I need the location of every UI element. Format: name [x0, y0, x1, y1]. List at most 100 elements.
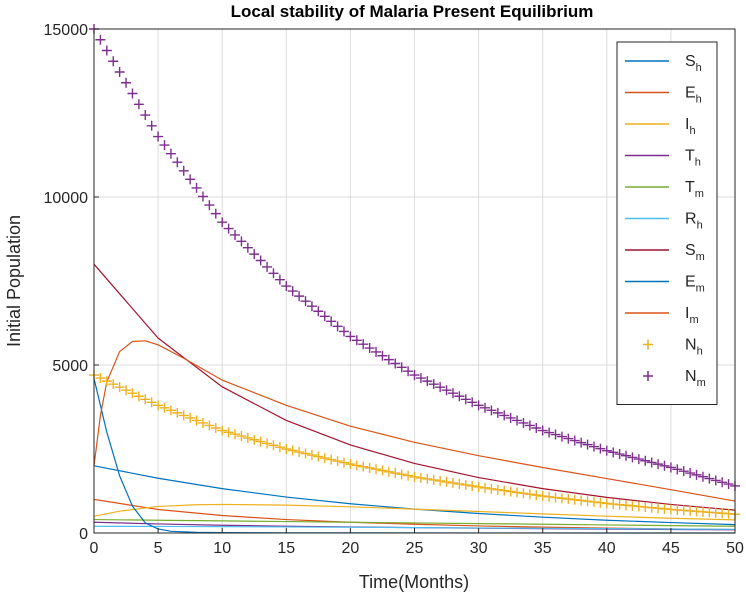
legend-item: Sh	[625, 53, 702, 74]
x-tick-label: 10	[213, 540, 231, 557]
data-point	[371, 346, 382, 357]
data-point	[524, 420, 535, 431]
data-point	[210, 423, 221, 433]
data-point	[338, 326, 349, 337]
data-point	[659, 460, 670, 471]
data-point	[473, 481, 484, 492]
data-point	[723, 479, 734, 490]
data-point	[550, 492, 561, 503]
data-point	[319, 453, 330, 464]
data-point	[332, 456, 343, 467]
data-point	[447, 388, 458, 399]
data-point	[415, 472, 426, 483]
data-point	[704, 473, 715, 484]
data-point	[428, 379, 439, 390]
data-point	[95, 373, 106, 384]
data-point	[197, 417, 208, 428]
x-tick-label: 20	[342, 540, 360, 557]
data-point	[242, 242, 253, 253]
legend-label: Eh	[685, 85, 702, 106]
legend-item: Th	[625, 148, 701, 169]
data-point	[172, 157, 183, 168]
data-point	[665, 462, 676, 473]
x-tick-label: 15	[277, 540, 295, 557]
data-point	[185, 174, 196, 185]
data-point	[249, 249, 260, 260]
data-point	[653, 459, 664, 470]
data-point	[697, 471, 708, 482]
data-point	[576, 495, 587, 506]
data-point	[101, 45, 112, 56]
data-point	[512, 487, 523, 498]
data-point	[621, 450, 632, 461]
data-point	[563, 433, 574, 444]
data-point	[108, 379, 119, 390]
data-point	[351, 460, 362, 471]
data-point	[294, 291, 305, 302]
data-point	[403, 470, 414, 481]
data-point	[191, 415, 202, 426]
data-point	[351, 335, 362, 346]
data-point	[531, 490, 542, 501]
data-point	[480, 482, 491, 493]
legend-item: Tm	[625, 179, 704, 200]
data-point	[390, 358, 401, 369]
x-tick-label: 40	[598, 540, 616, 557]
data-point	[595, 497, 606, 508]
y-axis-label: Initial Population	[4, 215, 24, 347]
data-point	[480, 402, 491, 413]
data-point	[230, 229, 241, 240]
data-point	[121, 77, 132, 88]
data-point	[633, 454, 644, 465]
ticks: 0 5 10 15 20 25 30 35 40 45 50 0 5000 10000 15000	[44, 22, 745, 557]
legend-label: Nm	[685, 368, 706, 389]
data-point	[262, 438, 273, 449]
data-point	[672, 464, 683, 475]
data-point	[383, 466, 394, 477]
data-point	[601, 445, 612, 456]
data-point	[133, 99, 144, 110]
data-point	[127, 388, 138, 399]
data-point	[153, 131, 164, 142]
x-axis-label: Time(Months)	[359, 572, 469, 592]
data-point	[140, 110, 151, 121]
data-point	[332, 321, 343, 332]
data-point	[531, 423, 542, 433]
data-point	[627, 452, 638, 463]
data-point	[338, 457, 349, 468]
data-point	[230, 429, 241, 440]
data-point	[435, 475, 446, 486]
data-point	[576, 437, 587, 448]
data-point	[492, 407, 503, 418]
series-t-m	[93, 518, 736, 527]
data-point	[588, 496, 599, 507]
data-point	[210, 208, 221, 219]
data-point	[518, 417, 529, 428]
series-s-m	[93, 263, 736, 511]
data-point	[326, 454, 337, 465]
data-point	[544, 427, 555, 438]
legend-label: Nh	[685, 337, 703, 358]
data-point	[95, 34, 106, 45]
x-tick-label: 50	[726, 540, 744, 557]
data-point	[614, 449, 625, 460]
y-tick-label: 10000	[44, 190, 89, 207]
data-point	[454, 391, 465, 402]
data-point	[358, 339, 369, 350]
legend-label: Sm	[685, 242, 705, 263]
data-point	[646, 457, 657, 468]
data-point	[390, 468, 401, 479]
legend-label: Im	[685, 305, 699, 326]
data-point	[486, 483, 497, 494]
data-point	[550, 429, 561, 440]
data-point	[217, 217, 228, 228]
data-point	[127, 88, 138, 99]
data-point	[499, 410, 510, 421]
legend-label: Th	[685, 148, 701, 169]
data-point	[287, 286, 298, 297]
data-point	[358, 461, 369, 472]
data-point	[454, 478, 465, 489]
data-point	[146, 120, 157, 131]
data-point	[159, 140, 170, 151]
legend-item: Ih	[625, 116, 696, 137]
